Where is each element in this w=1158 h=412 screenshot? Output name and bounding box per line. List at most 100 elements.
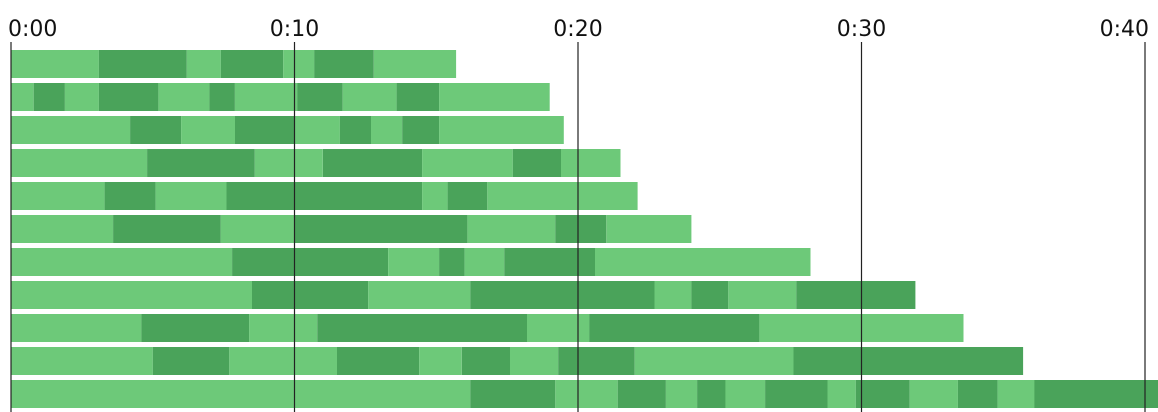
bar-row-6 xyxy=(11,215,692,243)
bars-layer xyxy=(11,50,1158,408)
bar-segment xyxy=(283,50,315,78)
bar-segment xyxy=(555,215,607,243)
bar-segment xyxy=(634,347,794,375)
bar-segment xyxy=(447,182,488,210)
bar-segment xyxy=(419,347,462,375)
bar-segment xyxy=(113,215,221,243)
bar-segment xyxy=(11,182,105,210)
bar-segment xyxy=(209,83,235,111)
bar-segment xyxy=(793,347,1024,375)
bar-segment xyxy=(297,83,343,111)
bar-segment xyxy=(997,380,1035,408)
bar-segment xyxy=(396,83,440,111)
bar-segment xyxy=(728,281,797,309)
bar-segment xyxy=(11,347,153,375)
bar-segment xyxy=(322,149,423,177)
bar-row-10 xyxy=(11,347,1024,375)
x-tick-label: 0:40 xyxy=(1100,17,1149,42)
bar-segment xyxy=(765,380,828,408)
bar-segment xyxy=(64,83,99,111)
bar-segment xyxy=(388,248,440,276)
bar-segment xyxy=(339,116,372,144)
gridlines xyxy=(10,42,1146,412)
bar-segment xyxy=(422,149,513,177)
bar-segment xyxy=(11,50,99,78)
bar-segment xyxy=(654,281,692,309)
bar-segment xyxy=(147,149,255,177)
bar-segment xyxy=(510,347,559,375)
bar-segment xyxy=(725,380,766,408)
bar-segment xyxy=(512,149,561,177)
bar-segment xyxy=(402,116,440,144)
bar-segment xyxy=(909,380,958,408)
bar-segment xyxy=(561,149,621,177)
bar-segment xyxy=(11,149,148,177)
bar-segment xyxy=(595,248,811,276)
bar-segment xyxy=(186,50,221,78)
bar-segment xyxy=(11,248,233,276)
bar-segment xyxy=(11,215,114,243)
bar-segment xyxy=(487,182,638,210)
bar-segment xyxy=(855,380,910,408)
bar-segment xyxy=(439,248,465,276)
bar-segment xyxy=(504,248,595,276)
bar-segment xyxy=(697,380,726,408)
bar-segment xyxy=(527,314,590,342)
bar-segment xyxy=(373,50,457,78)
bar-segment xyxy=(461,347,510,375)
bar-segment xyxy=(606,215,692,243)
bar-segment xyxy=(294,116,340,144)
bar-segment xyxy=(439,116,564,144)
bar-segment xyxy=(104,182,156,210)
bar-segment xyxy=(589,314,760,342)
bar-row-11 xyxy=(11,380,1158,408)
x-tick-label: 0:00 xyxy=(8,17,57,42)
bar-segment xyxy=(11,116,131,144)
bar-segment xyxy=(232,248,388,276)
bar-segment xyxy=(467,215,556,243)
bar-segment xyxy=(11,314,142,342)
bar-segment xyxy=(342,83,397,111)
bar-segment xyxy=(371,116,403,144)
bar-row-4 xyxy=(11,149,621,177)
bar-segment xyxy=(220,215,295,243)
x-axis-tick-labels: 0:00 0:10 0:20 0:30 0:40 xyxy=(8,17,1149,42)
bar-segment xyxy=(422,182,448,210)
bar-row-7 xyxy=(11,248,811,276)
bar-segment xyxy=(11,380,471,408)
x-tick-label: 0:20 xyxy=(553,17,602,42)
bar-segment xyxy=(827,380,856,408)
bar-segment xyxy=(229,347,337,375)
x-tick-label: 0:30 xyxy=(837,17,886,42)
bar-row-3 xyxy=(11,116,564,144)
bar-row-8 xyxy=(11,281,916,309)
bar-segment xyxy=(796,281,916,309)
bar-segment xyxy=(317,314,527,342)
bar-segment xyxy=(558,347,635,375)
bar-segment xyxy=(665,380,698,408)
bar-segment xyxy=(555,380,618,408)
bar-segment xyxy=(155,182,227,210)
bar-segment xyxy=(130,116,182,144)
bar-segment xyxy=(254,149,323,177)
bar-row-2 xyxy=(11,83,550,111)
bar-segment xyxy=(226,182,423,210)
bar-segment xyxy=(181,116,235,144)
bar-segment xyxy=(617,380,666,408)
bar-segment xyxy=(11,281,252,309)
bar-row-9 xyxy=(11,314,964,342)
bar-segment xyxy=(691,281,729,309)
bar-segment xyxy=(337,347,420,375)
bar-segment xyxy=(470,281,655,309)
bar-segment xyxy=(470,380,556,408)
bar-segment xyxy=(141,314,250,342)
bar-segment xyxy=(158,83,210,111)
bar-row-1 xyxy=(11,50,457,78)
bar-segment xyxy=(98,83,159,111)
bar-segment xyxy=(957,380,998,408)
bar-segment xyxy=(235,116,295,144)
bar-segment xyxy=(252,281,369,309)
bar-segment xyxy=(464,248,505,276)
bar-segment xyxy=(33,83,65,111)
